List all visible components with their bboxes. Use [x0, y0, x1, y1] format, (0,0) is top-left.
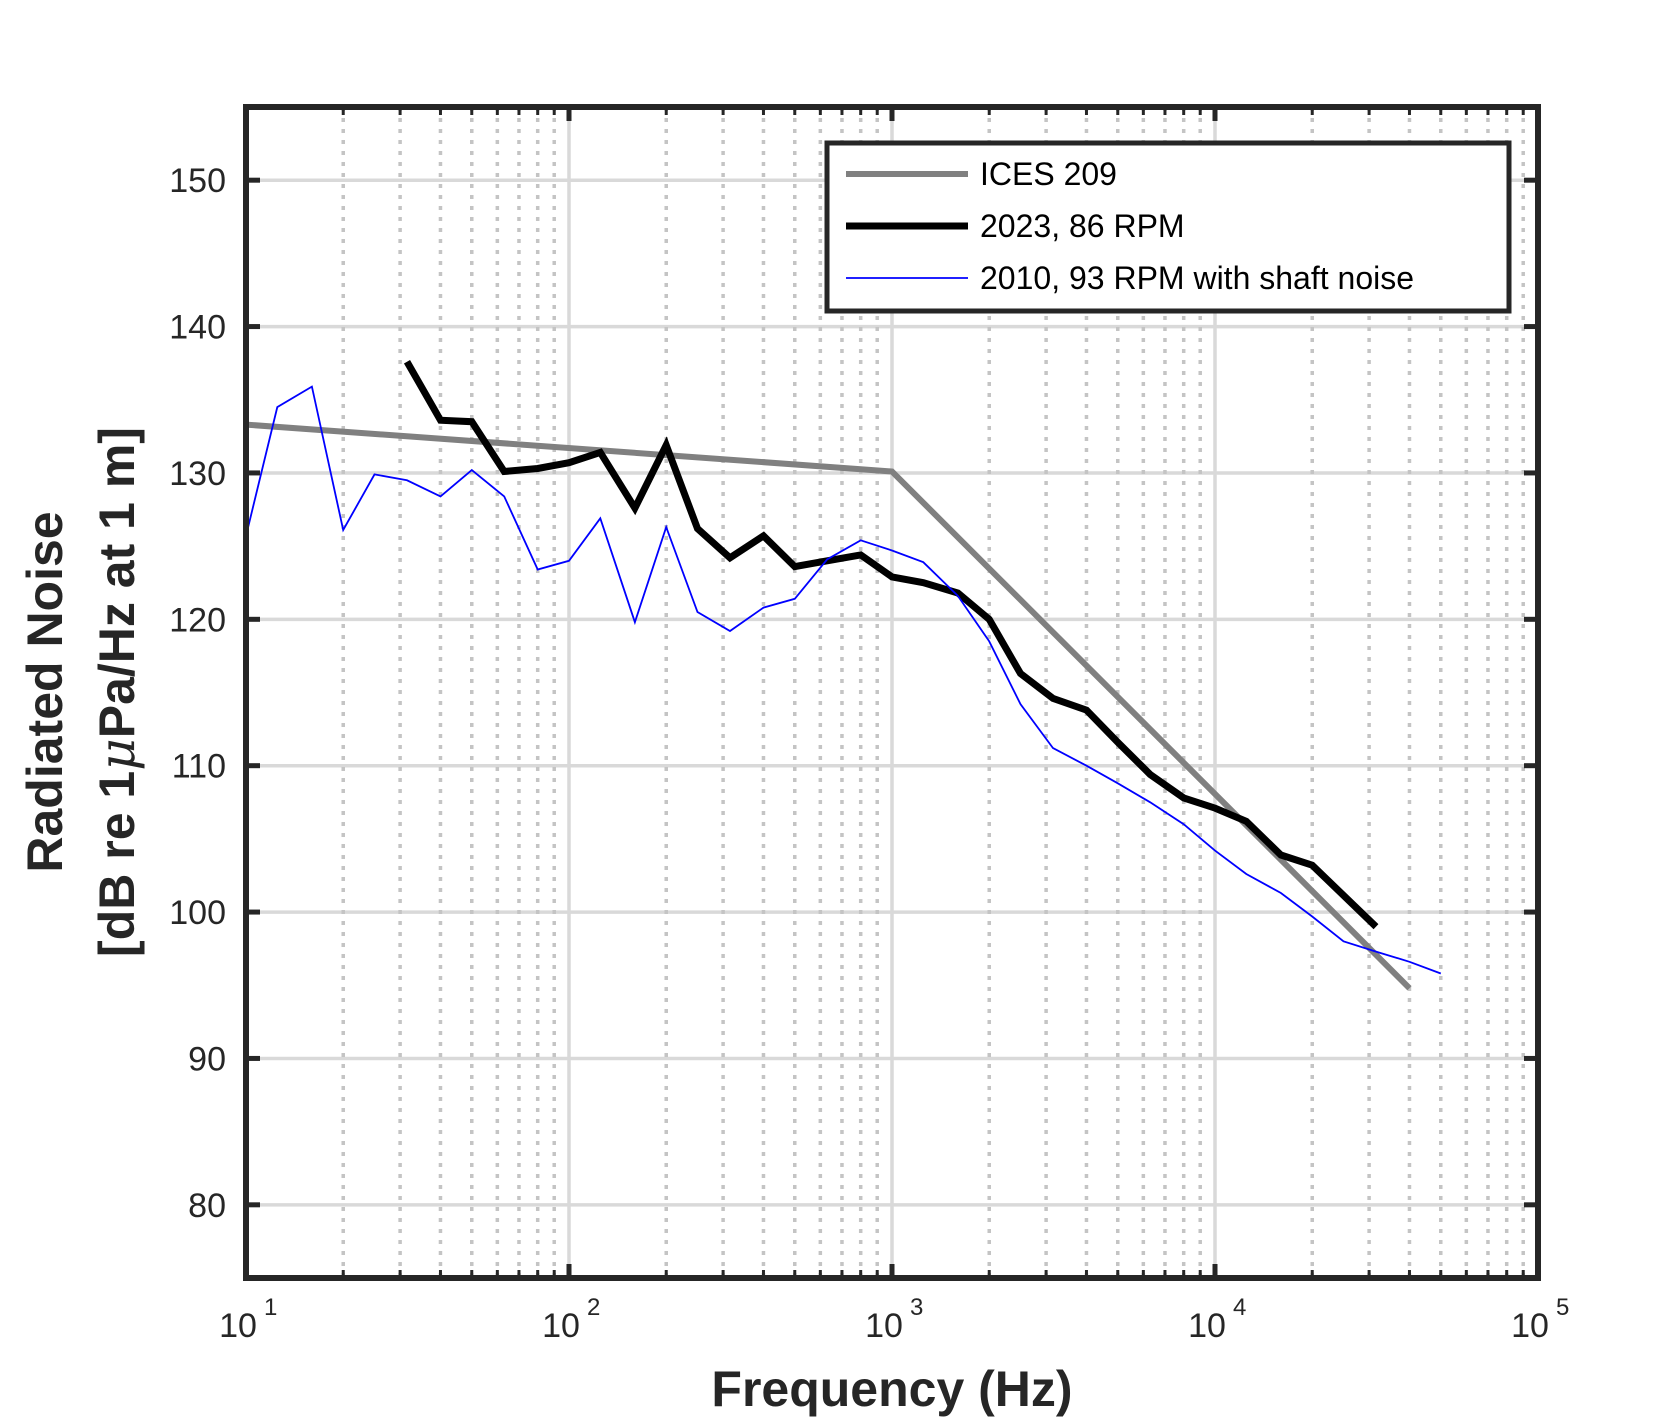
y-tick-label: 110 — [172, 748, 226, 786]
y-tick-label: 150 — [169, 162, 226, 200]
y-tick-label: 140 — [169, 309, 226, 347]
series-line — [403, 359, 1379, 930]
y-tick-label: 130 — [169, 455, 226, 493]
y-tick-label: 120 — [169, 601, 226, 639]
legend-label: 2010, 93 RPM with shaft noise — [980, 260, 1414, 296]
y-axis-label-units: [dB re 1μPa/Hz at 1 m] — [88, 427, 146, 957]
legend-label: ICES 209 — [980, 156, 1117, 192]
series-line — [245, 385, 1442, 975]
x-tick-label-exponent: 3 — [910, 1294, 923, 1321]
legend-label: 2023, 86 RPM — [980, 208, 1185, 244]
x-tick-label-exponent: 2 — [587, 1294, 600, 1321]
y-tick-labels: 80 90 100 110 120 130 140 150 — [169, 162, 226, 1225]
y-tick-label: 80 — [188, 1187, 226, 1225]
x-tick-label: 10 — [1188, 1307, 1226, 1345]
x-tick-label: 10 — [1511, 1307, 1549, 1345]
legend: ICES 209 2023, 86 RPM 2010, 93 RPM with sh… — [824, 140, 1512, 314]
x-tick-label-exponent: 1 — [264, 1294, 277, 1321]
x-tick-label-exponent: 4 — [1233, 1294, 1246, 1321]
plot-frame — [243, 104, 1541, 1281]
x-tick-label: 10 — [219, 1307, 257, 1345]
y-axis-label: Radiated Noise — [17, 511, 73, 872]
y-tick-label: 90 — [188, 1040, 226, 1078]
y-axis-label-units-suffix: Pa/Hz at 1 m] — [89, 427, 145, 738]
legend-entries: ICES 209 2023, 86 RPM 2010, 93 RPM with sh… — [846, 156, 1414, 296]
y-axis-label-units-prefix: [dB re 1 — [89, 771, 145, 957]
mu-symbol: μ — [88, 738, 146, 771]
x-tick-label-exponent: 5 — [1556, 1294, 1569, 1321]
x-tick-label: 10 — [542, 1307, 580, 1345]
x-tick-labels: 10 1 10 2 10 3 10 4 10 5 — [219, 1294, 1569, 1345]
x-tick-label: 10 — [865, 1307, 903, 1345]
series-layer — [245, 359, 1442, 991]
x-axis-label: Frequency (Hz) — [711, 1361, 1072, 1417]
y-tick-label: 100 — [169, 894, 226, 932]
